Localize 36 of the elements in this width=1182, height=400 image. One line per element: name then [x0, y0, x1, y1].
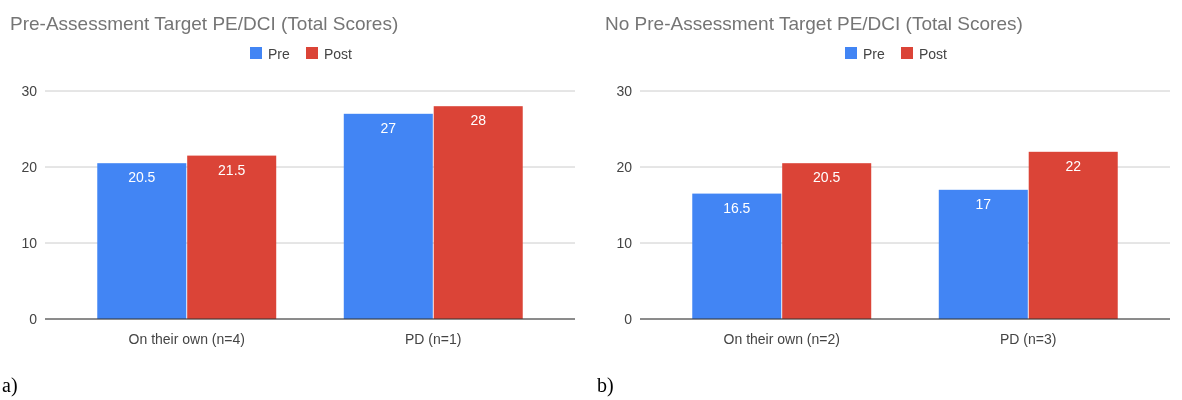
bar	[692, 193, 782, 319]
bar	[187, 155, 277, 319]
y-tick-label: 30	[616, 83, 633, 99]
data-label: 16.5	[723, 199, 751, 216]
data-label: 27	[380, 119, 397, 136]
y-tick-label: 0	[624, 311, 633, 327]
chart-title: No Pre-Assessment Target PE/DCI (Total Scores)	[605, 13, 1023, 34]
bar	[938, 189, 1028, 319]
data-label: 28	[470, 112, 487, 129]
bar	[433, 106, 523, 319]
y-tick-label: 20	[21, 159, 38, 175]
data-label: 21.5	[218, 161, 246, 178]
y-tick-label: 10	[21, 235, 38, 251]
x-tick-label: On their own (n=2)	[723, 331, 840, 347]
y-tick-label: 30	[21, 83, 38, 99]
bar	[97, 163, 187, 319]
x-tick-label: PD (n=1)	[405, 331, 462, 347]
y-tick-label: 10	[616, 235, 633, 251]
x-tick-label: On their own (n=4)	[128, 331, 245, 347]
y-tick-label: 20	[616, 159, 633, 175]
bar	[782, 163, 872, 319]
legend-label: Post	[919, 46, 948, 62]
data-label: 17	[975, 195, 992, 212]
bar	[1028, 151, 1118, 319]
y-tick-label: 0	[29, 311, 38, 327]
legend-label: Pre	[268, 46, 290, 62]
bar	[343, 113, 433, 319]
legend-label: Post	[324, 46, 353, 62]
text: b)	[597, 374, 614, 397]
chart-title: Pre-Assessment Target PE/DCI (Total Scores)	[10, 13, 399, 34]
text: a)	[2, 374, 18, 397]
data-label: 20.5	[813, 169, 841, 186]
data-label: 22	[1065, 157, 1082, 174]
legend-label: Pre	[863, 46, 885, 62]
data-label: 20.5	[128, 169, 156, 186]
x-tick-label: PD (n=3)	[1000, 331, 1057, 347]
